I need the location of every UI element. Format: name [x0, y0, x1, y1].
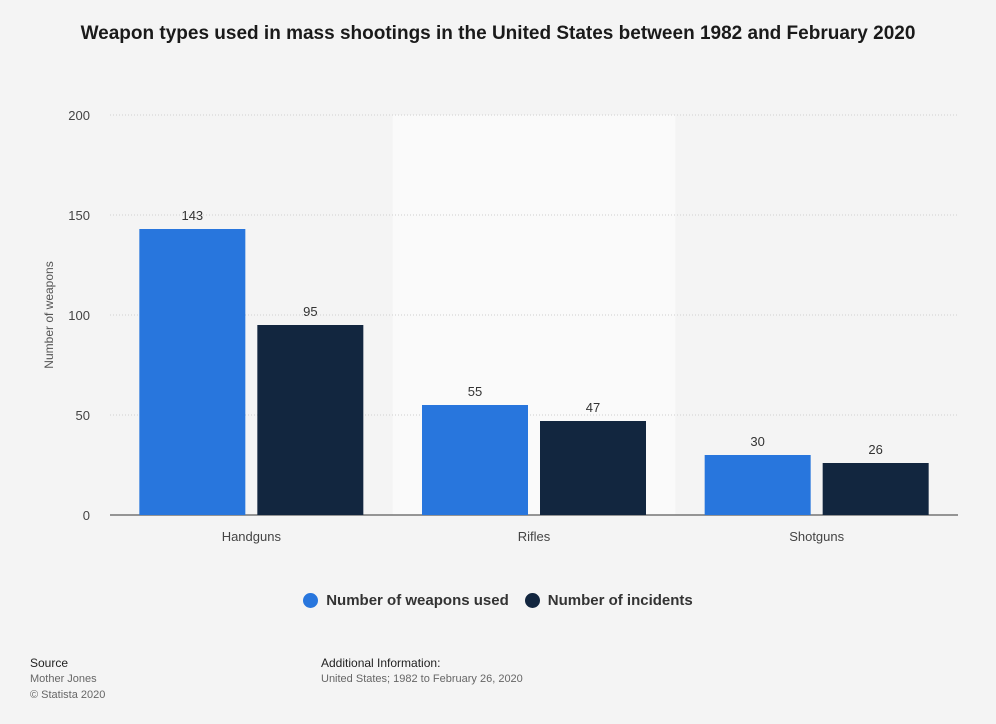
x-tick-label: Shotguns	[789, 529, 844, 544]
bar[interactable]	[822, 463, 929, 515]
y-tick-label: 100	[68, 308, 90, 323]
chart-title: Weapon types used in mass shootings in t…	[80, 23, 916, 44]
legend-item[interactable]: Number of weapons used	[303, 592, 509, 609]
source-heading: Source	[30, 656, 69, 670]
legend-label: Number of weapons used	[326, 592, 509, 609]
bar[interactable]	[139, 229, 246, 515]
legend-item[interactable]: Number of incidents	[524, 592, 693, 609]
data-label: 47	[586, 400, 600, 415]
info-heading[interactable]: Additional Information:	[321, 656, 441, 670]
bar[interactable]	[422, 405, 528, 515]
info-text: United States; 1982 to February 26, 2020	[321, 673, 523, 685]
bar[interactable]	[257, 325, 364, 515]
source-name[interactable]: Mother Jones	[30, 673, 97, 685]
x-tick-label: Handguns	[222, 529, 282, 544]
data-label: 26	[868, 442, 882, 457]
legend-label: Number of incidents	[547, 592, 693, 609]
y-tick-label: 150	[68, 208, 90, 223]
bar-chart: 0 50 100 150 200 Number of weapons 143 95 Handgu…	[42, 108, 958, 544]
y-tick-label: 200	[68, 108, 90, 123]
y-tick-label: 50	[76, 408, 90, 423]
y-tick-label: 0	[83, 508, 90, 523]
data-label: 143	[181, 208, 203, 223]
legend: Number of weapons used Number of incident…	[0, 592, 996, 609]
legend-swatch	[524, 593, 540, 608]
footer-source: Source Mother Jones © Statista 2020	[30, 655, 105, 703]
x-tick-label: Rifles	[518, 529, 551, 544]
data-label: 55	[468, 384, 482, 399]
y-axis-label: Number of weapons	[42, 261, 56, 368]
bar[interactable]	[540, 421, 646, 515]
data-label: 95	[303, 304, 317, 319]
bar[interactable]	[704, 455, 811, 515]
footer-additional-info: Additional Information: United States; 1…	[321, 655, 523, 687]
copyright[interactable]: © Statista 2020	[30, 689, 106, 701]
legend-swatch	[303, 593, 319, 608]
data-label: 30	[750, 434, 764, 449]
